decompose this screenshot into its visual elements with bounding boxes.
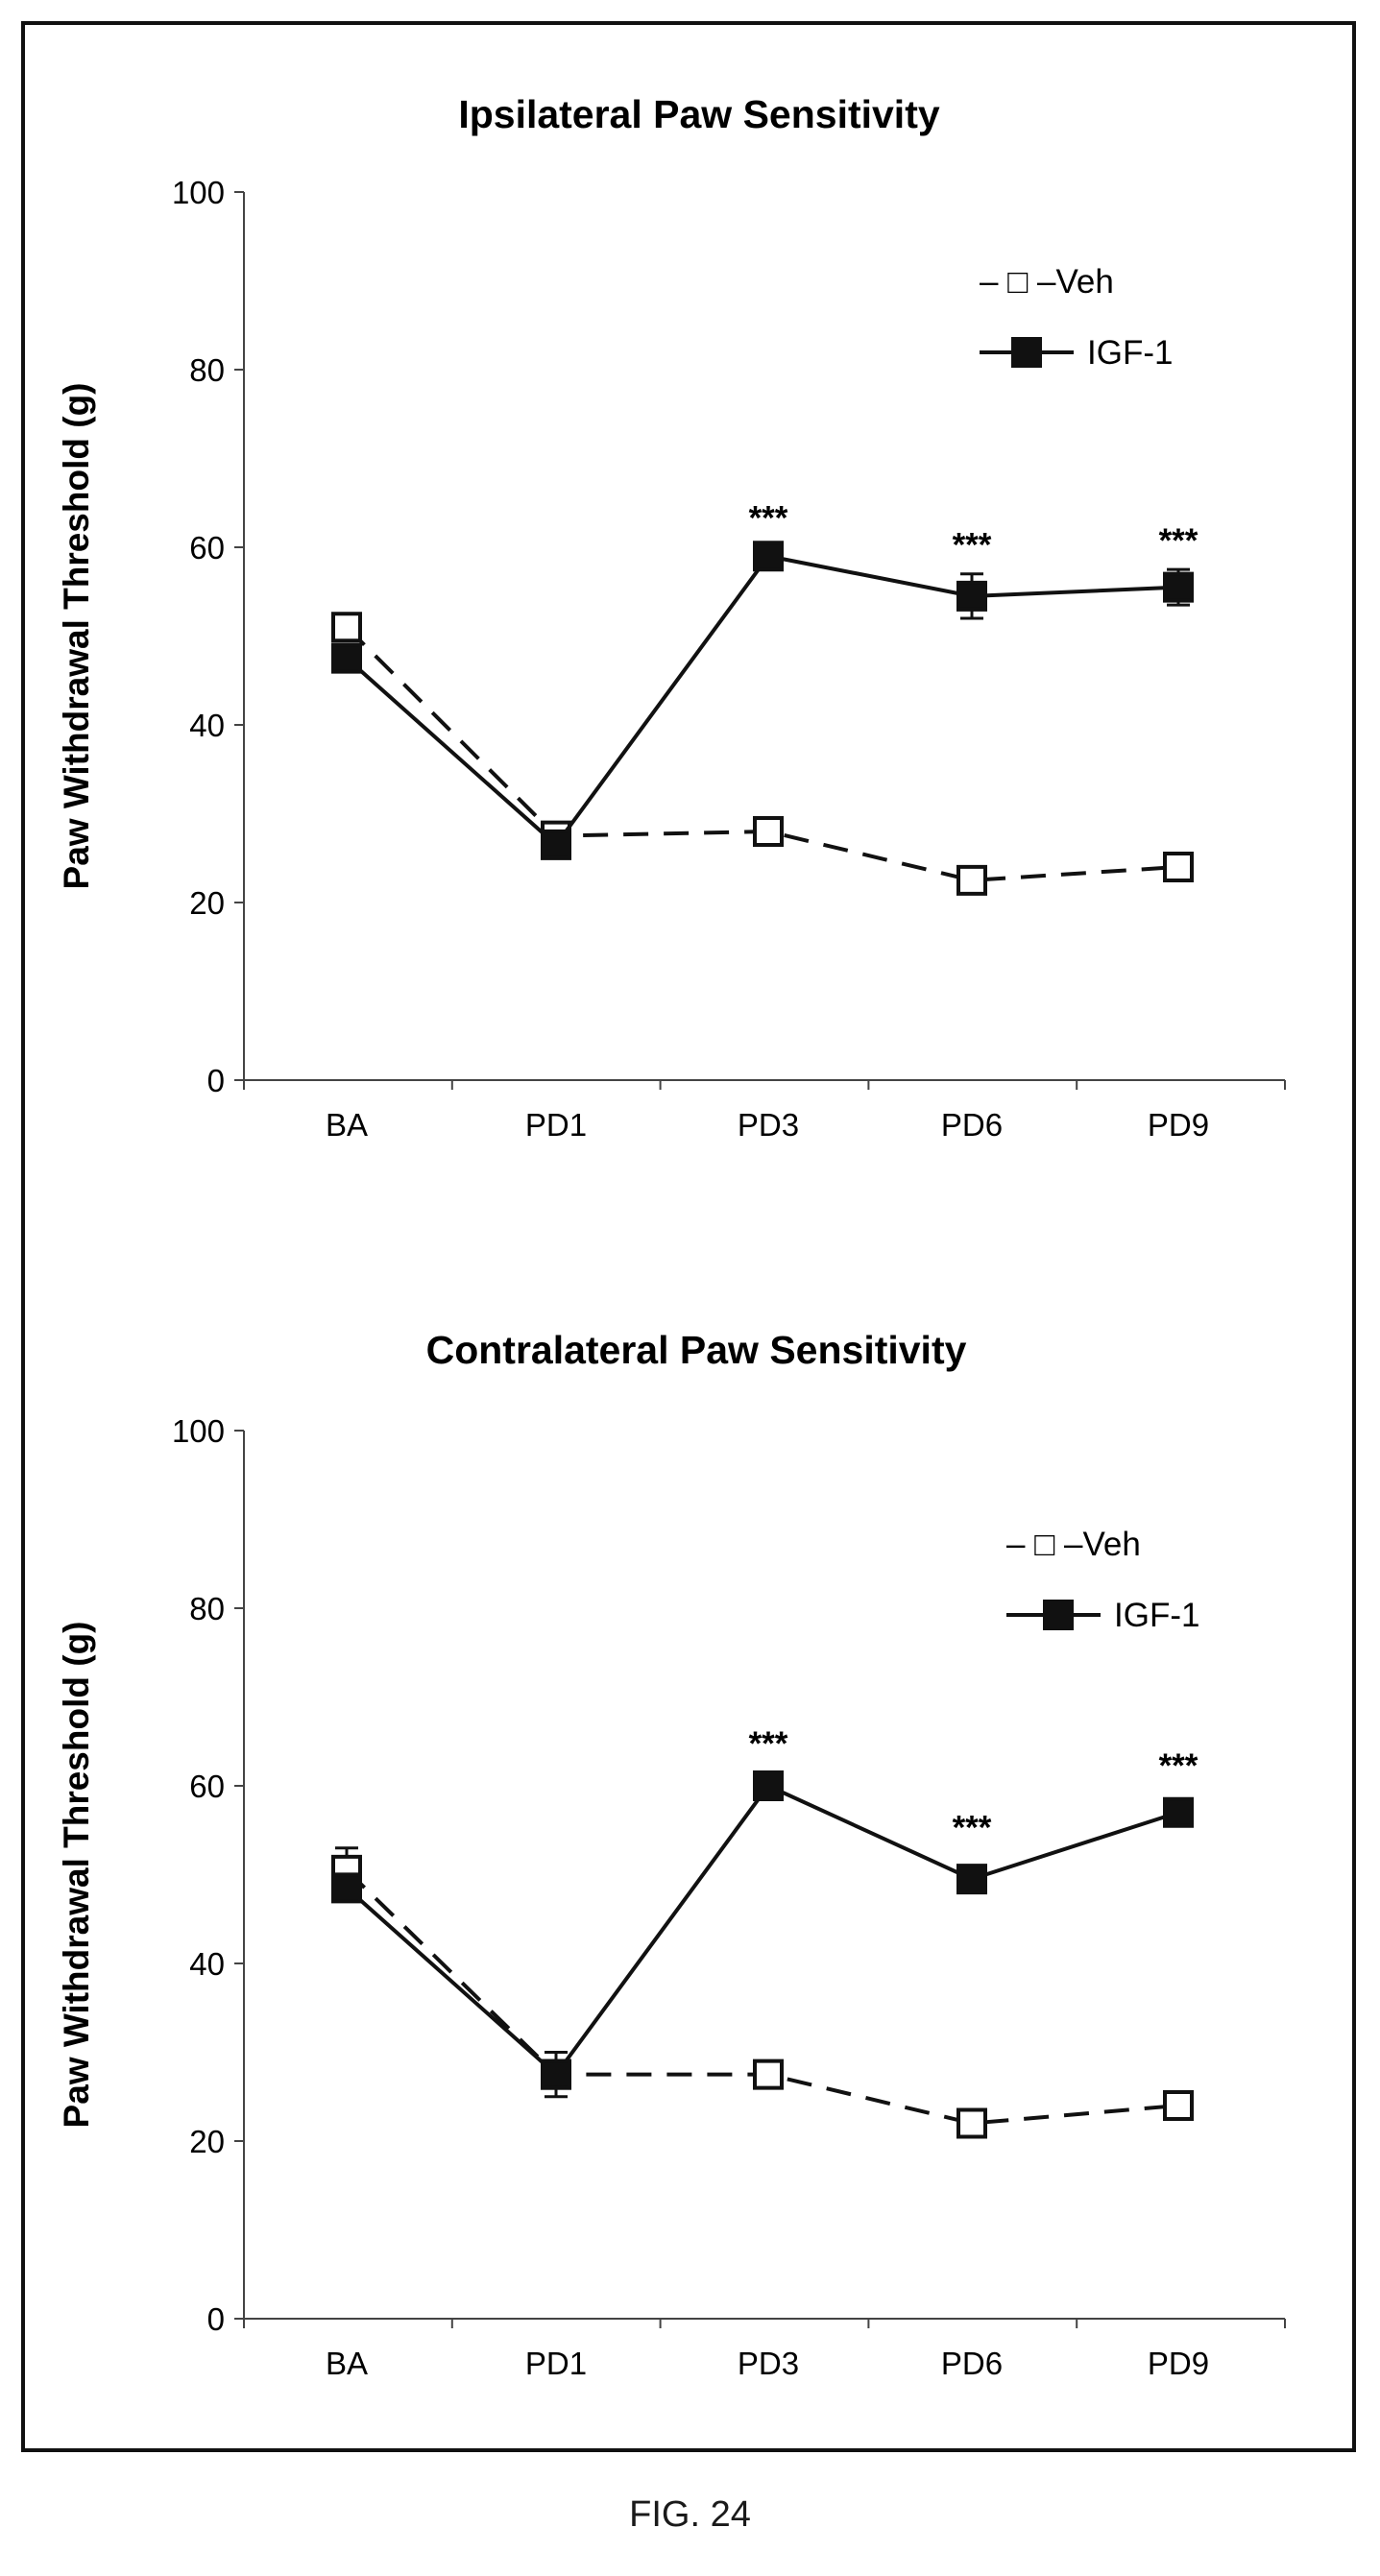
y-tick-label: 20 (189, 2124, 225, 2159)
data-point-veh (1163, 2090, 1194, 2121)
figure-frame (21, 21, 1356, 2452)
x-tick-label: BA (326, 2346, 368, 2381)
y-tick-label: 0 (207, 1063, 225, 1098)
data-point-igf-1 (541, 829, 571, 860)
x-tick-label: PD3 (738, 2346, 799, 2381)
figure-caption: FIG. 24 (629, 2494, 751, 2535)
legend-marker (1011, 337, 1042, 368)
y-tick-label: 80 (189, 352, 225, 388)
data-point-veh (753, 2058, 784, 2090)
data-point-igf-1 (956, 1864, 987, 1895)
x-tick-label: PD6 (941, 2346, 1003, 2381)
x-tick-label: PD1 (525, 1107, 587, 1143)
data-point-veh (956, 864, 987, 896)
chart-title: Contralateral Paw Sensitivity (426, 1328, 967, 1372)
data-point-igf-1 (753, 541, 784, 572)
x-tick-label: BA (326, 1107, 368, 1143)
y-axis-label: Paw Withdrawal Threshold (g) (57, 383, 96, 890)
significance-annotation: *** (1159, 522, 1198, 560)
y-tick-label: 0 (207, 2301, 225, 2337)
y-tick-label: 40 (189, 1946, 225, 1982)
y-axis-label: Paw Withdrawal Threshold (g) (57, 1622, 96, 2129)
series-line-igf-1 (345, 1783, 1179, 2078)
x-tick-label: PD3 (738, 1107, 799, 1143)
y-tick-label: 80 (189, 1591, 225, 1626)
x-tick-label: PD9 (1148, 2346, 1209, 2381)
data-point-veh (753, 816, 784, 847)
legend-label-veh: – □ –Veh (980, 263, 1114, 301)
chart-title: Ipsilateral Paw Sensitivity (458, 92, 940, 136)
legend-label-veh: – □ –Veh (1006, 1526, 1141, 1563)
x-tick-label: PD6 (941, 1107, 1003, 1143)
data-point-igf-1 (331, 1872, 362, 1904)
legend-label-igf1: IGF-1 (1114, 1597, 1199, 1634)
data-point-igf-1 (1163, 571, 1194, 603)
x-tick-label: PD9 (1148, 1107, 1209, 1143)
data-point-igf-1 (331, 642, 362, 674)
y-tick-label: 100 (172, 1413, 225, 1449)
significance-annotation: *** (953, 1810, 992, 1847)
significance-annotation: *** (1159, 1747, 1198, 1785)
data-point-igf-1 (1163, 1796, 1194, 1828)
y-tick-label: 40 (189, 708, 225, 743)
data-point-veh (331, 612, 362, 643)
y-tick-label: 60 (189, 1769, 225, 1804)
y-tick-label: 20 (189, 885, 225, 921)
data-point-veh (956, 2107, 987, 2139)
series-line-igf-1 (345, 554, 1179, 848)
data-point-igf-1 (956, 580, 987, 612)
contralateral-chart: Contralateral Paw Sensitivity Paw Withdra… (57, 1328, 1286, 2381)
significance-annotation: *** (749, 500, 788, 538)
y-tick-label: 100 (172, 175, 225, 210)
data-point-igf-1 (753, 1770, 784, 1801)
ipsilateral-chart: Ipsilateral Paw Sensitivity Paw Withdrawa… (57, 92, 1286, 1143)
legend-marker (1043, 1600, 1074, 1630)
data-point-veh (1163, 852, 1194, 882)
legend-label-igf1: IGF-1 (1087, 334, 1173, 372)
y-tick-label: 60 (189, 530, 225, 566)
x-tick-label: PD1 (525, 2346, 587, 2381)
significance-annotation: *** (953, 526, 992, 564)
significance-annotation: *** (749, 1725, 788, 1763)
data-point-igf-1 (541, 2058, 571, 2090)
